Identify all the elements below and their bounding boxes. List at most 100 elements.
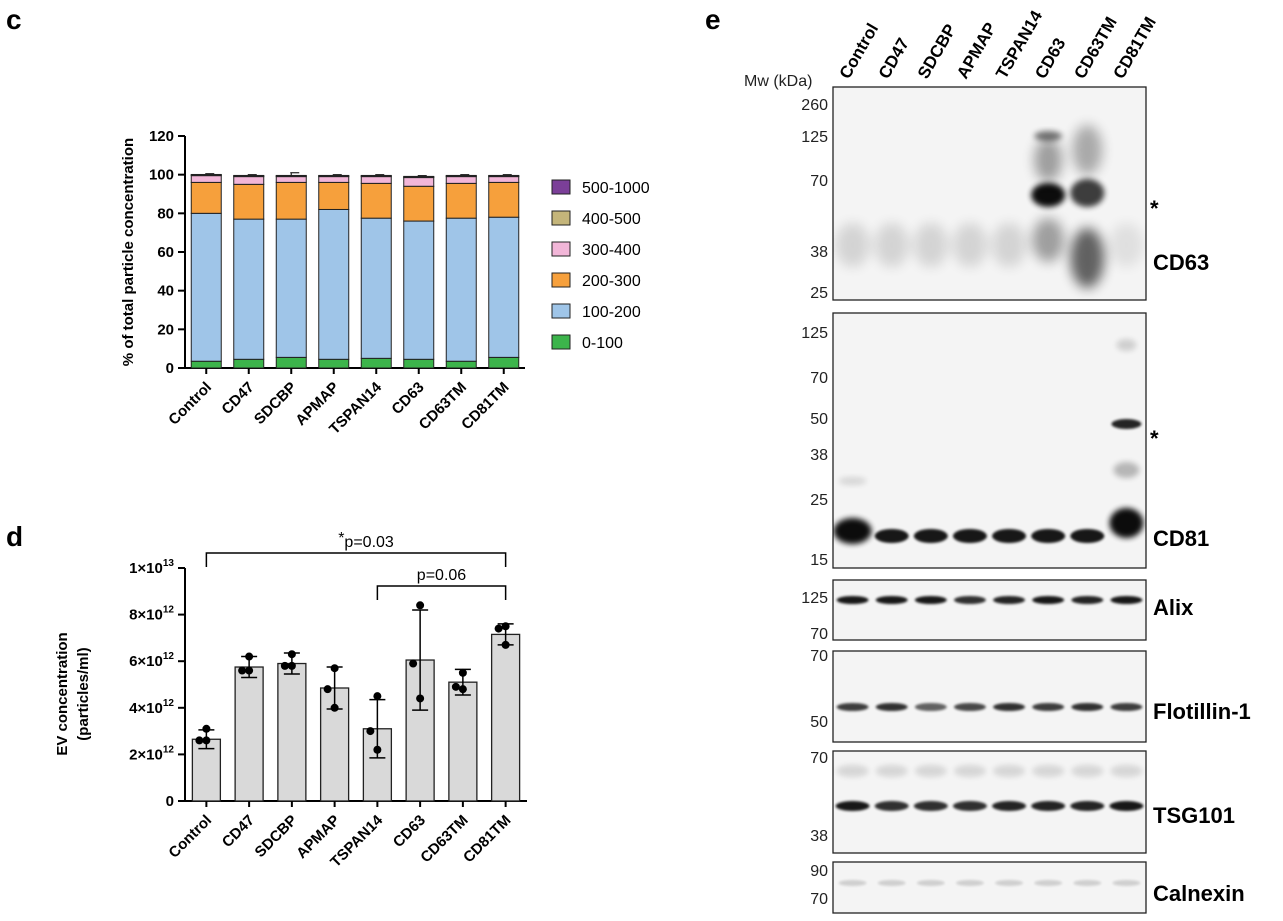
mw-marker: 125 [801, 129, 828, 146]
ev-concentration-bar-chart: EV concentration (particles/ml) 02×10124… [54, 530, 527, 871]
band [877, 880, 906, 886]
data-point [287, 650, 296, 659]
bar-segment [360, 182, 392, 219]
mw-marker: 15 [810, 552, 828, 569]
band [1070, 179, 1105, 207]
band [838, 477, 867, 485]
band-layer [833, 339, 1144, 544]
bar-segment [360, 357, 392, 369]
y-tick-base: 4×10 [129, 700, 163, 717]
x-tick-label: CD81TM [460, 812, 514, 866]
panel-letter-c: c [6, 4, 22, 35]
p-value-label: p=0.06 [417, 567, 466, 584]
mw-marker: 38 [810, 447, 828, 464]
legend-label: 300-400 [582, 242, 641, 259]
band-layer [838, 880, 1141, 886]
significance-star: * [338, 530, 344, 547]
data-point [373, 692, 382, 701]
y-axis-label-line1: EV concentration [54, 632, 71, 755]
y-tick-label: 0 [166, 793, 174, 810]
band [1109, 223, 1144, 267]
band-star: * [1150, 426, 1159, 451]
bar-segment [403, 358, 435, 369]
legend-label: 100-200 [582, 304, 641, 321]
data-point [373, 745, 382, 754]
bar-segment [360, 174, 392, 177]
data-point [323, 685, 332, 694]
x-tick-label: SDCBP [251, 379, 300, 428]
y-tick-label: 6×1012 [129, 651, 174, 670]
band [1109, 508, 1144, 538]
band [1031, 801, 1066, 811]
band [1116, 339, 1137, 351]
legend-swatch [551, 241, 571, 257]
y-tick-label: 2×1012 [129, 744, 174, 763]
data-point [238, 666, 247, 675]
bar-segment [445, 217, 477, 362]
band [1113, 462, 1140, 478]
mw-marker: 50 [810, 411, 828, 428]
bar-segment [318, 208, 350, 360]
bar-segment [190, 175, 222, 183]
y-tick-base: 2×10 [129, 746, 163, 763]
band [1071, 596, 1104, 604]
band [992, 529, 1027, 543]
blot-panel-calnexin: 90 70 Calnexin [810, 861, 1245, 914]
mw-marker: 70 [810, 173, 828, 190]
legend-label: 200-300 [582, 273, 641, 290]
band [1110, 596, 1143, 604]
band [913, 223, 948, 267]
y-tick-label: 120 [149, 128, 174, 145]
bar-segment [488, 216, 520, 358]
bar-segment [403, 175, 435, 178]
band-star: * [1150, 196, 1159, 221]
bar-segment [275, 181, 307, 220]
bar-segment [403, 177, 435, 187]
y-tick-base: 0 [166, 793, 174, 810]
p-value-text: p=0.06 [417, 567, 466, 584]
y-axis-label-line2: (particles/ml) [75, 647, 92, 740]
band [952, 529, 987, 543]
x-tick-label: CD63 [390, 812, 429, 851]
y-tick-label: 80 [157, 205, 174, 222]
band [955, 880, 984, 886]
legend-swatch [551, 303, 571, 319]
y-tick-label: 4×1012 [129, 698, 174, 717]
mw-marker: 38 [810, 828, 828, 845]
data-point [280, 661, 289, 670]
lane-label: CD63 [1031, 35, 1069, 82]
blot-protein-label: TSG101 [1153, 803, 1235, 828]
lane-label: CD47 [875, 35, 913, 82]
bar [490, 633, 521, 802]
blot-frame [832, 579, 1147, 641]
band [835, 801, 870, 811]
blot-frame [832, 861, 1147, 914]
bar [234, 666, 264, 802]
data-point [330, 703, 339, 712]
data-point [409, 659, 418, 668]
band [914, 765, 947, 777]
x-tick-label: Control [165, 812, 215, 862]
band [1070, 801, 1105, 811]
mw-marker: 125 [801, 590, 828, 607]
y-tick-exponent: 12 [163, 605, 175, 616]
band [1034, 131, 1063, 141]
mw-marker: 50 [810, 714, 828, 731]
band [1031, 183, 1066, 207]
band [874, 801, 909, 811]
legend-swatch [551, 334, 571, 350]
bar-segment [233, 174, 265, 177]
bar-segment [233, 183, 265, 220]
bar-segment [190, 181, 222, 214]
bar [277, 662, 307, 802]
band-layer [835, 765, 1144, 811]
blot-panel-cd63: 260 125 70 38 25 CD63 * [801, 86, 1209, 302]
data-point [501, 640, 510, 649]
band [875, 765, 908, 777]
band [993, 765, 1026, 777]
bar-segment [488, 181, 520, 218]
band [1070, 529, 1105, 543]
band [1032, 218, 1065, 262]
data-point [245, 666, 254, 675]
x-tick-label: Control [165, 379, 215, 429]
